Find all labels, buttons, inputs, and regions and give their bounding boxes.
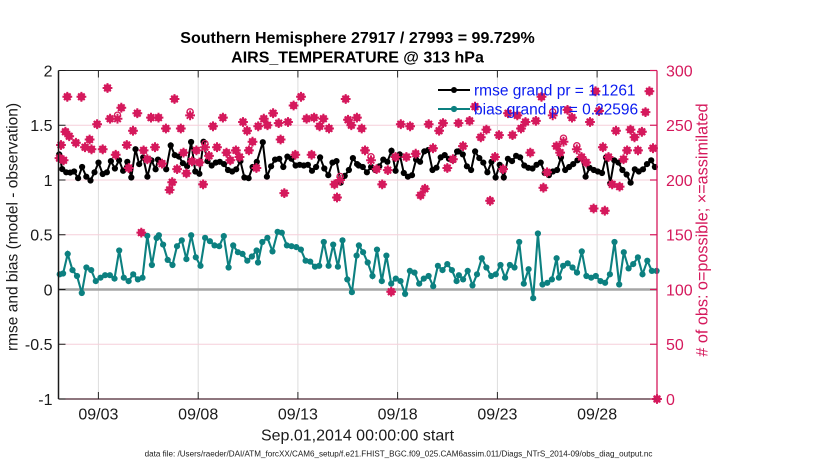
svg-text:-0.5: -0.5 (25, 337, 53, 354)
svg-text:0: 0 (666, 392, 675, 409)
svg-text:09/13: 09/13 (278, 407, 318, 424)
svg-text:50: 50 (666, 337, 684, 354)
svg-text:data file: /Users/raeder/DAI/A: data file: /Users/raeder/DAI/ATM_forcXX/… (145, 450, 653, 459)
svg-text:rmse grand pr = 1.1261: rmse grand pr = 1.1261 (474, 83, 636, 100)
svg-text:09/28: 09/28 (577, 407, 617, 424)
svg-text:09/08: 09/08 (178, 407, 218, 424)
svg-text:bias grand pr = 0.22596: bias grand pr = 0.22596 (474, 102, 638, 119)
svg-text:Sep.01,2014 00:00:00 start: Sep.01,2014 00:00:00 start (261, 428, 455, 445)
svg-text:300: 300 (666, 63, 693, 80)
svg-text:2: 2 (44, 63, 53, 80)
svg-text:AIRS_TEMPERATURE @ 313 hPa: AIRS_TEMPERATURE @ 313 hPa (231, 50, 484, 67)
svg-text:09/18: 09/18 (378, 407, 418, 424)
svg-text:100: 100 (666, 282, 693, 299)
svg-text:09/03: 09/03 (78, 407, 118, 424)
svg-text:250: 250 (666, 118, 693, 135)
svg-text:1: 1 (44, 173, 53, 190)
svg-text:0.5: 0.5 (30, 228, 52, 245)
svg-text:# of obs: o=possible; ×=assimi: # of obs: o=possible; ×=assimilated (694, 103, 712, 356)
svg-text:1.5: 1.5 (30, 118, 52, 135)
svg-text:0: 0 (44, 282, 53, 299)
svg-text:150: 150 (666, 228, 693, 245)
svg-text:Southern Hemisphere 27917 / 27: Southern Hemisphere 27917 / 27993 = 99.7… (180, 30, 534, 47)
svg-text:09/23: 09/23 (477, 407, 517, 424)
svg-text:rmse and bias (model - observa: rmse and bias (model - observation) (5, 103, 22, 351)
svg-text:200: 200 (666, 173, 693, 190)
svg-text:-1: -1 (38, 392, 52, 409)
